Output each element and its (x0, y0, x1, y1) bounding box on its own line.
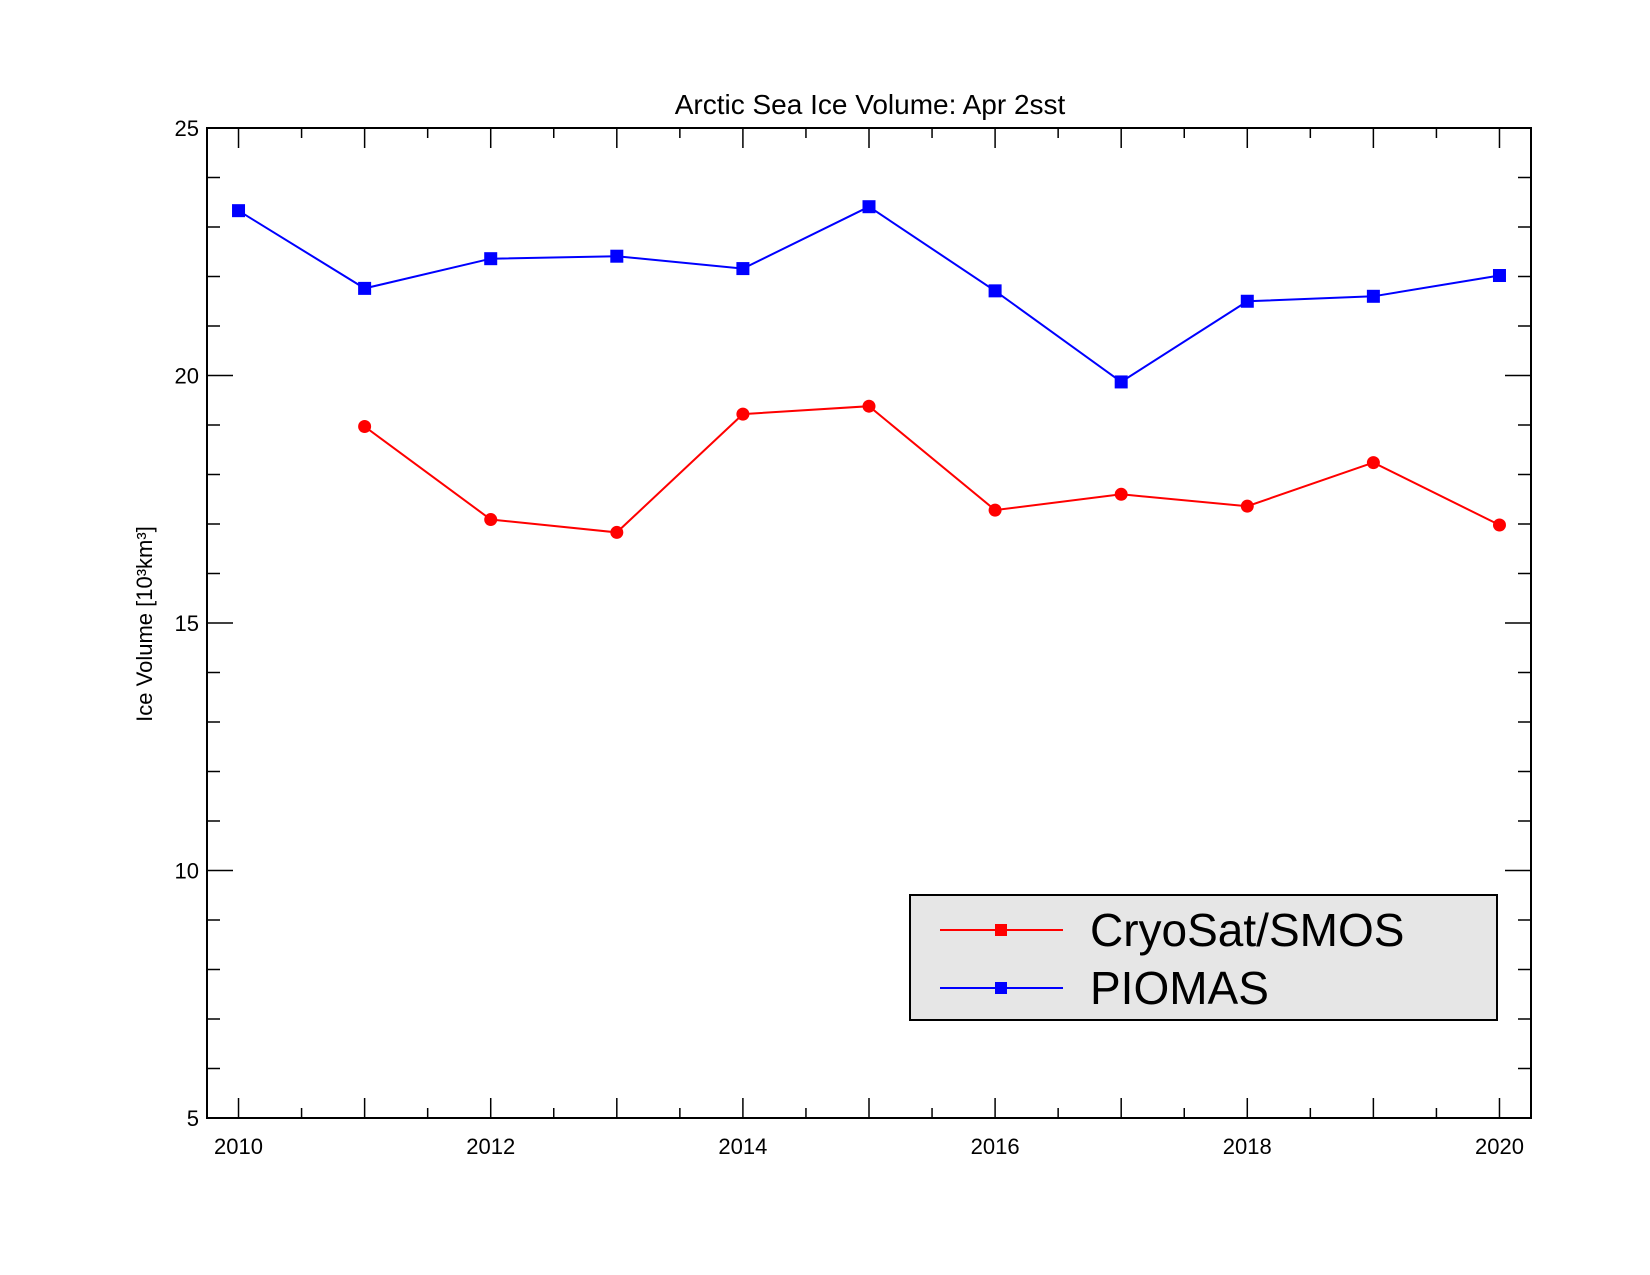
data-point-piomas (736, 262, 750, 276)
data-point-piomas (1366, 289, 1380, 303)
data-point-cryosat-smos (1114, 487, 1128, 501)
data-point-piomas (862, 200, 876, 214)
x-tick-label: 2018 (1223, 1134, 1272, 1159)
data-point-piomas (1492, 269, 1506, 283)
y-tick-label: 20 (175, 364, 199, 389)
data-point-cryosat-smos (610, 525, 624, 539)
legend-marker-piomas (995, 982, 1007, 994)
data-point-piomas (1114, 375, 1128, 389)
data-point-piomas (484, 252, 498, 266)
data-point-piomas (1240, 294, 1254, 308)
y-tick-label: 5 (187, 1106, 199, 1131)
legend-label-piomas: PIOMAS (1090, 962, 1269, 1014)
data-point-cryosat-smos (988, 503, 1002, 517)
x-tick-label: 2010 (214, 1134, 263, 1159)
series-layer (232, 200, 1506, 539)
x-tick-label: 2012 (466, 1134, 515, 1159)
data-point-cryosat-smos (1492, 518, 1506, 532)
y-tick-label: 15 (175, 611, 199, 636)
data-point-cryosat-smos (1366, 456, 1380, 470)
data-point-cryosat-smos (736, 407, 750, 421)
data-point-cryosat-smos (1240, 499, 1254, 513)
legend: CryoSat/SMOS PIOMAS (909, 894, 1498, 1021)
y-axis-title: Ice Volume [10³km³] (132, 526, 157, 722)
x-tick-label: 2014 (718, 1134, 767, 1159)
y-tick-label: 25 (175, 116, 199, 141)
data-point-piomas (988, 284, 1002, 298)
y-tick-label: 10 (175, 859, 199, 884)
data-point-cryosat-smos (358, 419, 372, 433)
legend-marker-cryosat-smos (995, 924, 1007, 936)
data-point-piomas (232, 204, 246, 218)
x-tick-label: 2020 (1475, 1134, 1524, 1159)
x-tick-label: 2016 (971, 1134, 1020, 1159)
data-point-piomas (610, 249, 624, 263)
data-point-cryosat-smos (862, 399, 876, 413)
legend-label-cryosat-smos: CryoSat/SMOS (1090, 904, 1404, 956)
data-point-cryosat-smos (484, 513, 498, 527)
series-line-piomas (237, 205, 1500, 384)
chart-title: Arctic Sea Ice Volume: Apr 2sst (675, 89, 1066, 120)
legend-box (909, 894, 1498, 1021)
series-line-cryosat-smos (364, 405, 1500, 534)
axis-ticks: 2010 2012 2014 2016 2018 2020 5 10 15 20 25 (175, 116, 1531, 1159)
data-point-piomas (358, 281, 372, 295)
